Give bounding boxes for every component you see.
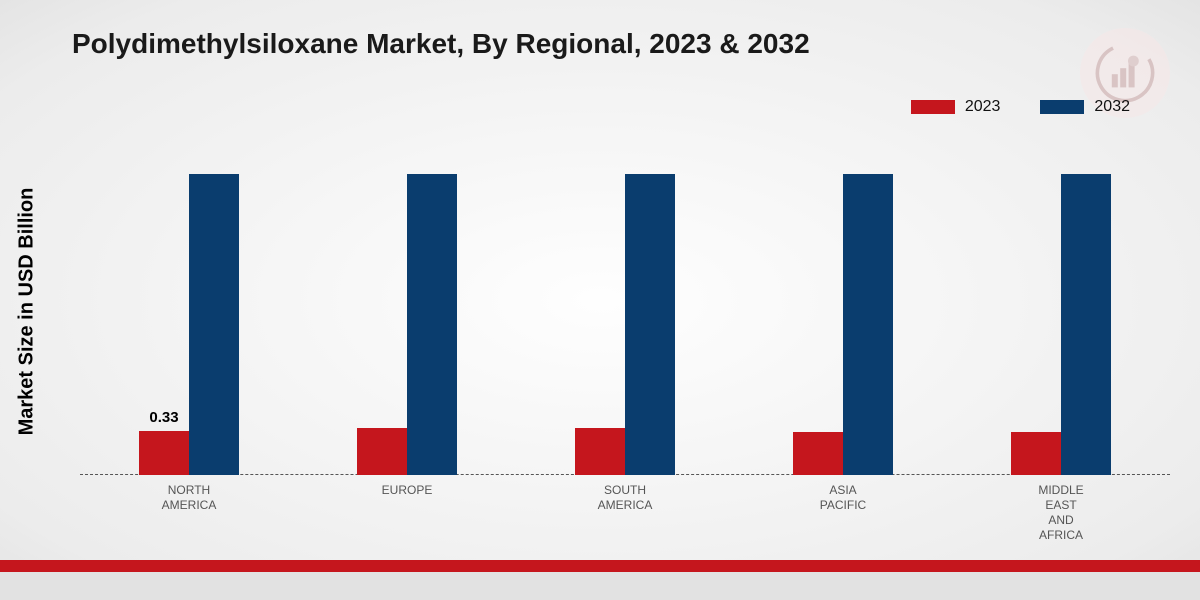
bar-groups: 0.33 [80, 140, 1170, 475]
chart-page: Polydimethylsiloxane Market, By Regional… [0, 0, 1200, 600]
legend-label-2032: 2032 [1094, 98, 1130, 116]
bar-2023 [357, 428, 407, 475]
bar-group [793, 174, 893, 476]
chart-title: Polydimethylsiloxane Market, By Regional… [72, 28, 810, 60]
x-tick-label: NORTH AMERICA [119, 475, 259, 520]
bar-2023 [575, 428, 625, 475]
x-tick-label: ASIA PACIFIC [773, 475, 913, 520]
footer-accent-red [0, 560, 1200, 572]
bar-group [357, 174, 457, 476]
legend: 2023 2032 [911, 98, 1130, 116]
legend-item-2032: 2032 [1040, 98, 1130, 116]
legend-swatch-2023 [911, 100, 955, 114]
legend-label-2023: 2023 [965, 98, 1001, 116]
bar-2032 [189, 174, 239, 476]
bar-2023: 0.33 [139, 431, 189, 475]
x-tick-label: SOUTH AMERICA [555, 475, 695, 520]
legend-swatch-2032 [1040, 100, 1084, 114]
bar-2023 [1011, 432, 1061, 475]
bar-2032 [843, 174, 893, 476]
footer-accent-grey [0, 572, 1200, 600]
plot-area: 0.33 NORTH AMERICA EUROPE SOUTH AMERICA ASI… [80, 140, 1170, 520]
bar-group: 0.33 [139, 174, 239, 476]
bar-2032 [407, 174, 457, 476]
x-axis-labels: NORTH AMERICA EUROPE SOUTH AMERICA ASIA PAC… [80, 475, 1170, 520]
bar-2032 [1061, 174, 1111, 476]
legend-item-2023: 2023 [911, 98, 1001, 116]
x-tick-label: EUROPE [337, 475, 477, 520]
bar-group [575, 174, 675, 476]
bar-group [1011, 174, 1111, 476]
x-tick-label: MIDDLE EAST AND AFRICA [991, 475, 1131, 520]
bar-value-label: 0.33 [139, 409, 189, 426]
bar-2032 [625, 174, 675, 476]
bar-2023 [793, 432, 843, 475]
y-axis-label: Market Size in USD Billion [16, 162, 39, 462]
